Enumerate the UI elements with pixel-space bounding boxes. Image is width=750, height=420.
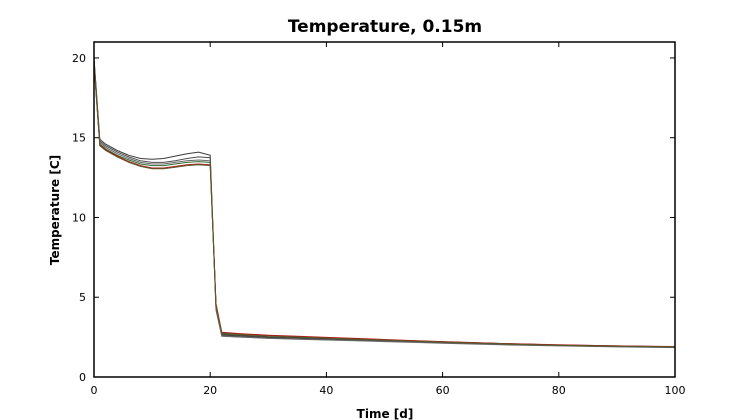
series-line-6 [93,63,676,348]
x-tick-label: 40 [319,384,333,397]
plot-lines [93,57,676,349]
x-axis-label: Time [d] [357,407,414,420]
series-line-1 [93,57,676,348]
x-tick-label: 60 [436,384,450,397]
y-tick-label: 10 [72,211,86,224]
y-tick-label: 20 [72,52,86,65]
x-tick-label: 0 [91,384,98,397]
series-line-3 [93,61,676,349]
series-line-4 [93,62,676,348]
x-tick-label: 100 [665,384,686,397]
axis-ticks: 0 20 40 60 80 100 0 5 10 15 20 [72,42,686,397]
x-tick-label: 80 [552,384,566,397]
y-tick-label: 5 [79,291,86,304]
series-line-2 [93,59,676,348]
y-axis-label: Temperature [C] [48,155,62,265]
y-tick-label: 15 [72,132,86,145]
x-tick-label: 20 [203,384,217,397]
series-line-5 [93,64,676,347]
chart-title: Temperature, 0.15m [288,17,482,37]
y-tick-label: 0 [79,371,86,384]
plot-frame [93,41,676,378]
